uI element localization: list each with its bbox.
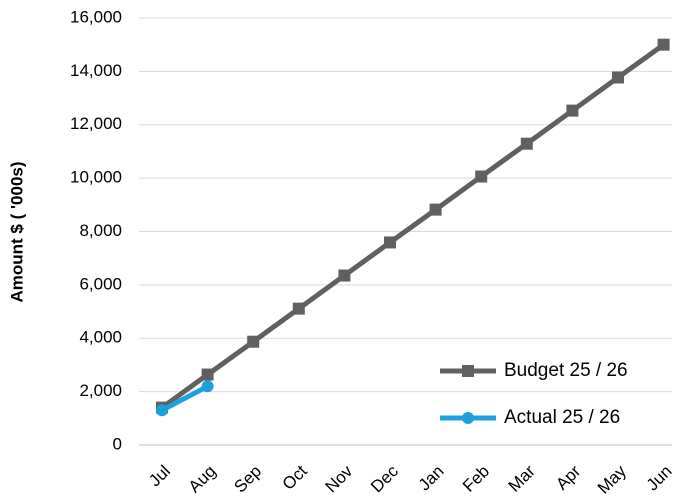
legend-marker [462, 365, 474, 377]
y-tick-label: 6,000 [79, 274, 122, 293]
x-tick-label: Jan [415, 462, 448, 495]
point-marker [247, 335, 260, 348]
y-tick-label: 2,000 [79, 381, 122, 400]
x-tick-label: Dec [367, 461, 402, 496]
x-tick-label: Aug [185, 462, 220, 497]
series-line [160, 42, 666, 410]
point-marker [201, 380, 214, 393]
x-tick-label: Feb [459, 462, 493, 496]
y-tick-label: 14,000 [70, 61, 122, 80]
x-tick-label: Apr [552, 461, 584, 493]
legend-label: Budget 25 / 26 [504, 360, 628, 381]
x-tick-label: Jun [643, 462, 674, 495]
y-axis-title: Amount $ ( '000s) [7, 161, 26, 302]
point-marker [520, 137, 533, 150]
point-marker [566, 104, 579, 117]
x-tick-label: Oct [279, 461, 311, 493]
x-tick-label: May [594, 461, 630, 497]
y-tick-label: 0 [113, 434, 122, 453]
x-tick-label: Sep [230, 462, 265, 497]
point-marker [657, 38, 670, 51]
point-marker [475, 170, 488, 183]
x-tick-label: Nov [322, 461, 357, 496]
x-tick-label: Mar [505, 461, 539, 495]
legend-marker [462, 412, 474, 424]
legend-label: Actual 25 / 26 [504, 407, 620, 428]
point-marker [292, 302, 305, 315]
point-marker [429, 203, 442, 216]
point-marker [384, 236, 396, 249]
y-tick-label: 8,000 [79, 221, 122, 240]
y-tick-label: 10,000 [70, 168, 122, 187]
y-tick-label: 12,000 [70, 114, 122, 133]
y-tick-label: 16,000 [70, 7, 122, 26]
point-marker [612, 71, 624, 84]
y-tick-label: 4,000 [79, 328, 122, 347]
series-line [160, 384, 209, 413]
point-marker [201, 368, 214, 381]
point-marker [338, 269, 351, 282]
point-marker [156, 404, 168, 417]
x-tick-label: Jul [145, 462, 174, 491]
